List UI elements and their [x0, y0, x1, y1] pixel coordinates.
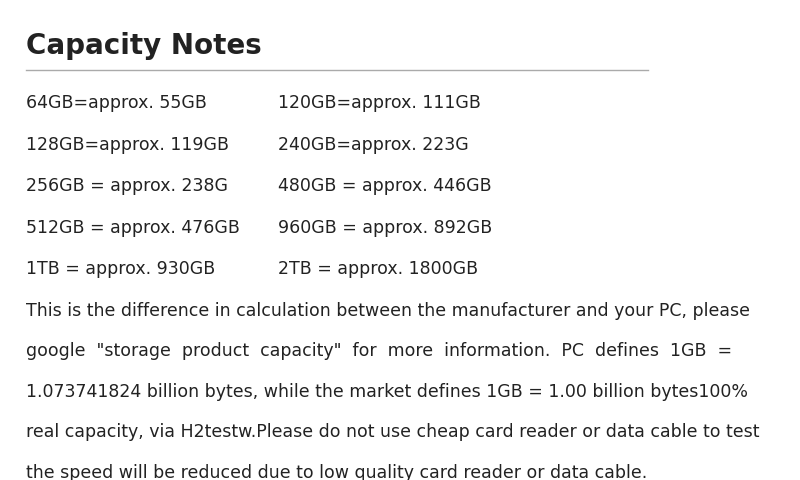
Text: 1.073741824 billion bytes, while the market defines 1GB = 1.00 billion bytes100%: 1.073741824 billion bytes, while the mar… [26, 382, 749, 400]
Text: This is the difference in calculation between the manufacturer and your PC, plea: This is the difference in calculation be… [26, 301, 750, 319]
Text: 512GB = approx. 476GB: 512GB = approx. 476GB [26, 218, 240, 236]
Text: 480GB = approx. 446GB: 480GB = approx. 446GB [278, 177, 491, 195]
Text: 256GB = approx. 238G: 256GB = approx. 238G [26, 177, 229, 195]
Text: the speed will be reduced due to low quality card reader or data cable.: the speed will be reduced due to low qua… [26, 463, 648, 480]
Text: real capacity, via H2testw.Please do not use cheap card reader or data cable to : real capacity, via H2testw.Please do not… [26, 422, 760, 440]
Text: Capacity Notes: Capacity Notes [26, 32, 262, 60]
Text: 240GB=approx. 223G: 240GB=approx. 223G [278, 135, 469, 154]
Text: 128GB=approx. 119GB: 128GB=approx. 119GB [26, 135, 230, 154]
Text: 2TB = approx. 1800GB: 2TB = approx. 1800GB [278, 260, 478, 277]
Text: google  "storage  product  capacity"  for  more  information.  PC  defines  1GB : google "storage product capacity" for mo… [26, 341, 733, 360]
Text: 960GB = approx. 892GB: 960GB = approx. 892GB [278, 218, 492, 236]
Text: 120GB=approx. 111GB: 120GB=approx. 111GB [278, 94, 481, 112]
Text: 64GB=approx. 55GB: 64GB=approx. 55GB [26, 94, 207, 112]
Text: 1TB = approx. 930GB: 1TB = approx. 930GB [26, 260, 216, 277]
